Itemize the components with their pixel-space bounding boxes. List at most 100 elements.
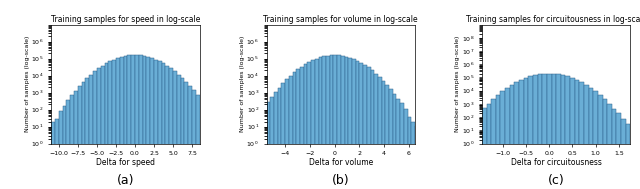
Bar [524,78,528,189]
Bar [67,100,70,189]
Bar [333,55,337,189]
Bar [505,88,509,189]
Bar [154,60,158,189]
Bar [561,75,565,189]
Bar [70,95,74,189]
Bar [82,82,86,189]
Bar [393,94,397,189]
Bar [367,67,371,189]
Bar [274,92,278,189]
Bar [97,68,100,189]
Bar [120,57,124,189]
Bar [127,56,131,189]
Bar [143,56,147,189]
Bar [348,58,352,189]
Bar [100,66,104,189]
Bar [344,57,348,189]
Bar [363,65,367,189]
Bar [408,117,412,189]
Bar [400,103,404,189]
Bar [598,95,602,189]
Bar [278,88,282,189]
Y-axis label: Number of samples (log-scale): Number of samples (log-scale) [240,36,245,132]
Bar [162,64,166,189]
Bar [326,56,330,189]
Bar [192,90,196,189]
Bar [552,74,556,189]
Text: (a): (a) [116,174,134,187]
Bar [330,55,333,189]
Bar [55,119,59,189]
Bar [491,99,496,189]
Bar [584,85,589,189]
Bar [184,82,188,189]
Bar [528,76,533,189]
Bar [547,74,552,189]
Bar [500,91,505,189]
Bar [139,55,143,189]
Bar [340,56,344,189]
Bar [86,78,90,189]
Bar [303,64,307,189]
Bar [147,57,150,189]
Bar [150,58,154,189]
Bar [360,63,363,189]
Bar [397,99,400,189]
Bar [496,95,500,189]
Bar [282,83,285,189]
Bar [538,74,542,189]
Bar [315,59,319,189]
Bar [311,60,315,189]
Text: (c): (c) [548,174,564,187]
Bar [74,91,78,189]
Bar [180,78,184,189]
Bar [266,102,270,189]
Title: Training samples for volume in log-scale: Training samples for volume in log-scale [264,15,418,24]
Bar [371,70,374,189]
Bar [381,81,385,189]
Bar [270,97,274,189]
Bar [412,122,415,189]
Bar [188,86,192,189]
Bar [378,77,381,189]
Y-axis label: Number of samples (log-scale): Number of samples (log-scale) [455,36,460,132]
Bar [173,71,177,189]
Title: Training samples for speed in log-scale: Training samples for speed in log-scale [51,15,200,24]
Bar [482,108,486,189]
Bar [356,61,360,189]
Bar [90,75,93,189]
Title: Training samples for circuitousness in log-scale: Training samples for circuitousness in l… [465,15,640,24]
Bar [374,74,378,189]
Bar [602,99,607,189]
X-axis label: Delta for circuitousness: Delta for circuitousness [511,158,602,167]
X-axis label: Delta for volume: Delta for volume [308,158,373,167]
Bar [415,126,419,189]
Bar [389,89,393,189]
Bar [51,122,55,189]
Bar [352,59,356,189]
Bar [556,74,561,189]
Bar [565,76,570,189]
Bar [337,55,340,189]
Bar [612,109,616,189]
Bar [158,61,162,189]
Bar [112,60,116,189]
Bar [300,67,303,189]
Bar [289,76,292,189]
Bar [533,75,538,189]
Bar [169,68,173,189]
Bar [509,85,515,189]
Bar [626,124,630,189]
Bar [319,57,322,189]
Bar [78,86,82,189]
Bar [515,82,519,189]
Bar [579,82,584,189]
Bar [285,79,289,189]
Bar [575,80,579,189]
Bar [196,95,200,189]
Bar [385,85,389,189]
Bar [177,75,180,189]
Bar [63,106,67,189]
Bar [570,78,575,189]
Bar [307,62,311,189]
